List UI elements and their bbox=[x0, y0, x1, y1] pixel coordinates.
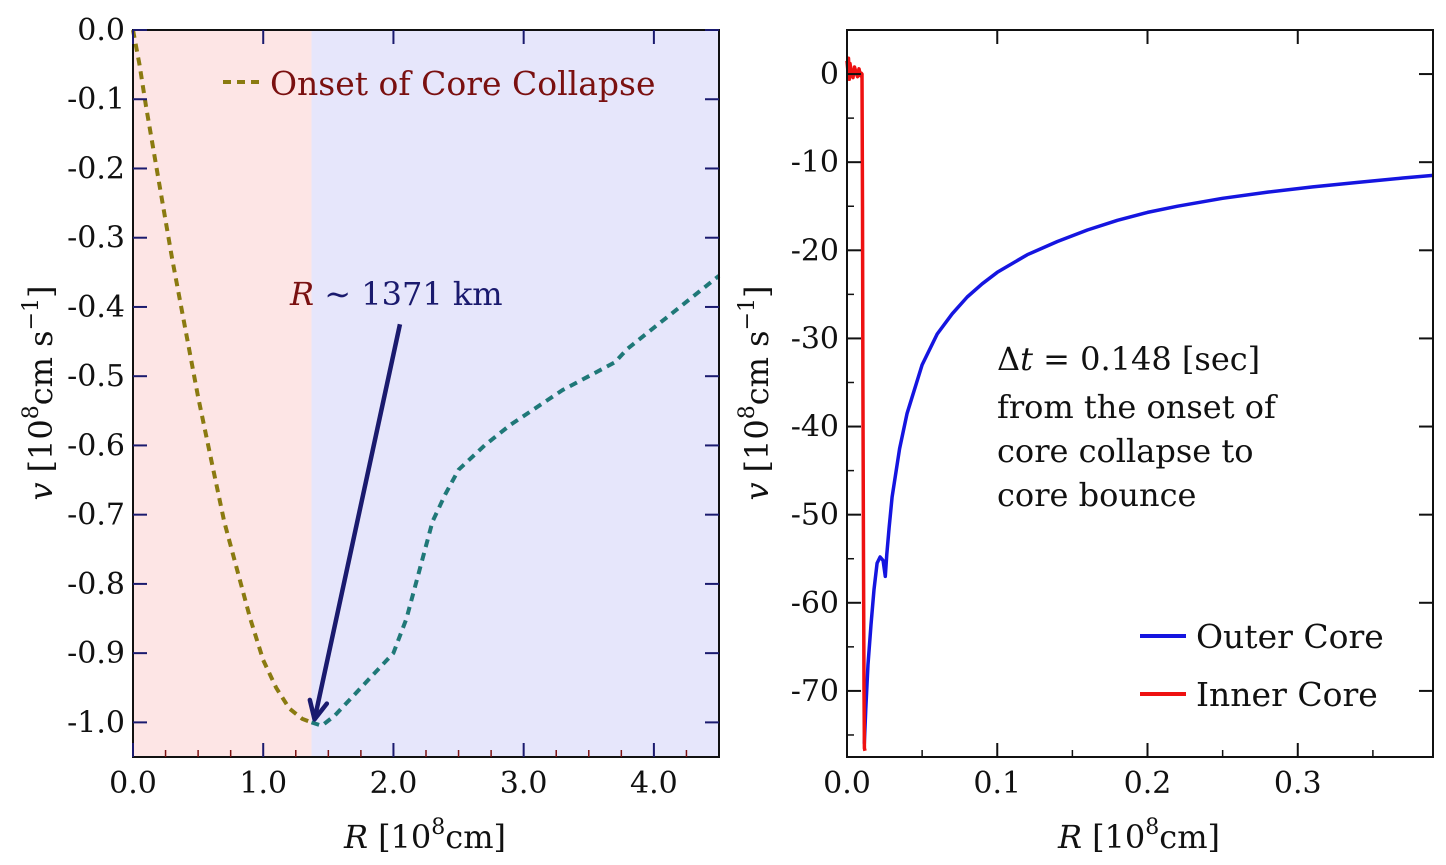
left-chart: R ∼ 1371 km Onset of Core Collapse 0.0 1.… bbox=[19, 13, 721, 856]
left-x-tick-label: 3.0 bbox=[500, 766, 548, 801]
left-y-tick-label: -0.4 bbox=[67, 290, 125, 325]
left-x-axis-label: R [108cm] bbox=[343, 815, 506, 856]
left-annotation: R ∼ 1371 km bbox=[289, 275, 503, 722]
left-ylabel-tail: ] bbox=[22, 285, 60, 297]
right-x-axis-label: R [108cm] bbox=[1057, 815, 1220, 856]
left-y-tick-label: 0.0 bbox=[77, 13, 125, 48]
annotation-text: ∼ 1371 km bbox=[314, 275, 503, 313]
left-xlabel-exp: 8 bbox=[431, 815, 445, 840]
note-line-4: core bounce bbox=[997, 476, 1196, 514]
right-x-tick-label: 0.3 bbox=[1274, 766, 1322, 801]
left-xlabel-tail: cm] bbox=[445, 818, 506, 856]
right-series-outer-core bbox=[862, 173, 1434, 744]
right-tick-labels: 0.0 0.1 0.2 0.3 0 -10 -20 -30 -40 -50 -60 -70 bbox=[791, 57, 1322, 801]
left-x-tick-label: 4.0 bbox=[630, 766, 678, 801]
left-ylabel-exp: 8 bbox=[19, 405, 44, 419]
note-eq-rest: = 0.148 [sec] bbox=[1033, 340, 1260, 378]
left-y-tick-label: -1.0 bbox=[67, 705, 125, 740]
right-y-tick-label: -60 bbox=[791, 586, 839, 621]
right-y-tick-label: -30 bbox=[791, 321, 839, 356]
right-series-inner-core bbox=[845, 56, 867, 752]
right-series-group bbox=[845, 56, 1434, 752]
right-y-tick-label: -10 bbox=[791, 145, 839, 180]
left-shaded-regions bbox=[133, 30, 719, 757]
legend-label-onset: Onset of Core Collapse bbox=[270, 64, 656, 103]
right-ylabel-unit: [10 bbox=[738, 419, 776, 472]
left-y-tick-label: -0.7 bbox=[67, 498, 125, 533]
left-x-tick-label: 0.0 bbox=[109, 766, 157, 801]
note-line-2: from the onset of bbox=[997, 388, 1278, 426]
right-xlabel-tail: cm] bbox=[1159, 818, 1220, 856]
annotation-arrow bbox=[312, 323, 403, 720]
right-x-tick-label: 0.2 bbox=[1124, 766, 1172, 801]
note-line-1: Δt = 0.148 [sec] bbox=[997, 340, 1260, 378]
left-y-tick-label: -0.1 bbox=[67, 82, 125, 117]
right-legend: Outer Core Inner Core bbox=[1140, 617, 1384, 714]
right-xlabel-exp: 8 bbox=[1145, 815, 1159, 840]
right-xlabel-unit: [10 bbox=[1092, 818, 1145, 856]
right-x-tick-label: 0.0 bbox=[823, 766, 871, 801]
shaded-region-1 bbox=[133, 30, 312, 757]
left-ylabel-mid: cm s bbox=[22, 330, 60, 405]
right-y-tick-label: -70 bbox=[791, 674, 839, 709]
legend-label-inner-core: Inner Core bbox=[1196, 675, 1378, 714]
left-xlabel-unit: [10 bbox=[378, 818, 431, 856]
left-ylabel-unit: [10 bbox=[22, 419, 60, 472]
annotation-label: R ∼ 1371 km bbox=[289, 275, 503, 313]
left-series-line-2 bbox=[310, 274, 721, 729]
note-delta: Δ bbox=[997, 340, 1020, 378]
left-series-group bbox=[131, 29, 721, 729]
note-line-3: core collapse to bbox=[997, 432, 1253, 470]
right-ylabel-exp: 8 bbox=[735, 405, 760, 419]
note-eq-var: t bbox=[1020, 340, 1033, 378]
legend-label-outer-core: Outer Core bbox=[1196, 617, 1384, 656]
left-legend: Onset of Core Collapse bbox=[223, 64, 656, 103]
annotation-arrow-head bbox=[307, 697, 330, 722]
left-ylabel-exp2: −1 bbox=[19, 298, 44, 330]
right-ylabel-tail: ] bbox=[738, 285, 776, 297]
left-y-tick-label: -0.3 bbox=[67, 221, 125, 256]
left-y-tick-label: -0.2 bbox=[67, 151, 125, 186]
right-x-tick-label: 0.1 bbox=[973, 766, 1021, 801]
left-x-tick-label: 1.0 bbox=[239, 766, 287, 801]
right-y-tick-label: -20 bbox=[791, 233, 839, 268]
left-y-tick-label: -0.9 bbox=[67, 636, 125, 671]
annotation-var: R bbox=[289, 275, 314, 313]
right-note: Δt = 0.148 [sec] from the onset of core … bbox=[997, 340, 1278, 514]
left-y-tick-label: -0.6 bbox=[67, 428, 125, 463]
right-chart: 0.0 0.1 0.2 0.3 0 -10 -20 -30 -40 -50 -60 -70 Δt = … bbox=[735, 29, 1434, 856]
shaded-region-2 bbox=[311, 30, 719, 757]
left-y-tick-label: -0.5 bbox=[67, 359, 125, 394]
right-y-axis-label: v [108cm s−1] bbox=[735, 285, 776, 500]
left-y-axis-label: v [108cm s−1] bbox=[19, 285, 60, 500]
right-y-tick-label: -50 bbox=[791, 498, 839, 533]
right-ticks bbox=[846, 30, 1433, 757]
left-series-line-1 bbox=[131, 29, 313, 725]
right-y-tick-label: -40 bbox=[791, 410, 839, 445]
left-ticks bbox=[132, 29, 719, 757]
right-ylabel-exp2: −1 bbox=[735, 298, 760, 330]
left-xlabel-var: R bbox=[343, 818, 368, 856]
left-tick-labels: 0.0 1.0 2.0 3.0 4.0 0.0 -0.1 -0.2 -0.3 -0.4 -0.5 -0… bbox=[67, 13, 678, 801]
right-ylabel-var: v bbox=[738, 482, 776, 500]
right-plot-frame bbox=[846, 29, 1434, 758]
right-y-tick-label: 0 bbox=[820, 57, 839, 92]
left-ylabel-var: v bbox=[22, 482, 60, 500]
left-x-tick-label: 2.0 bbox=[370, 766, 418, 801]
left-y-tick-label: -0.8 bbox=[67, 567, 125, 602]
right-xlabel-var: R bbox=[1057, 818, 1082, 856]
right-ylabel-mid: cm s bbox=[738, 330, 776, 405]
